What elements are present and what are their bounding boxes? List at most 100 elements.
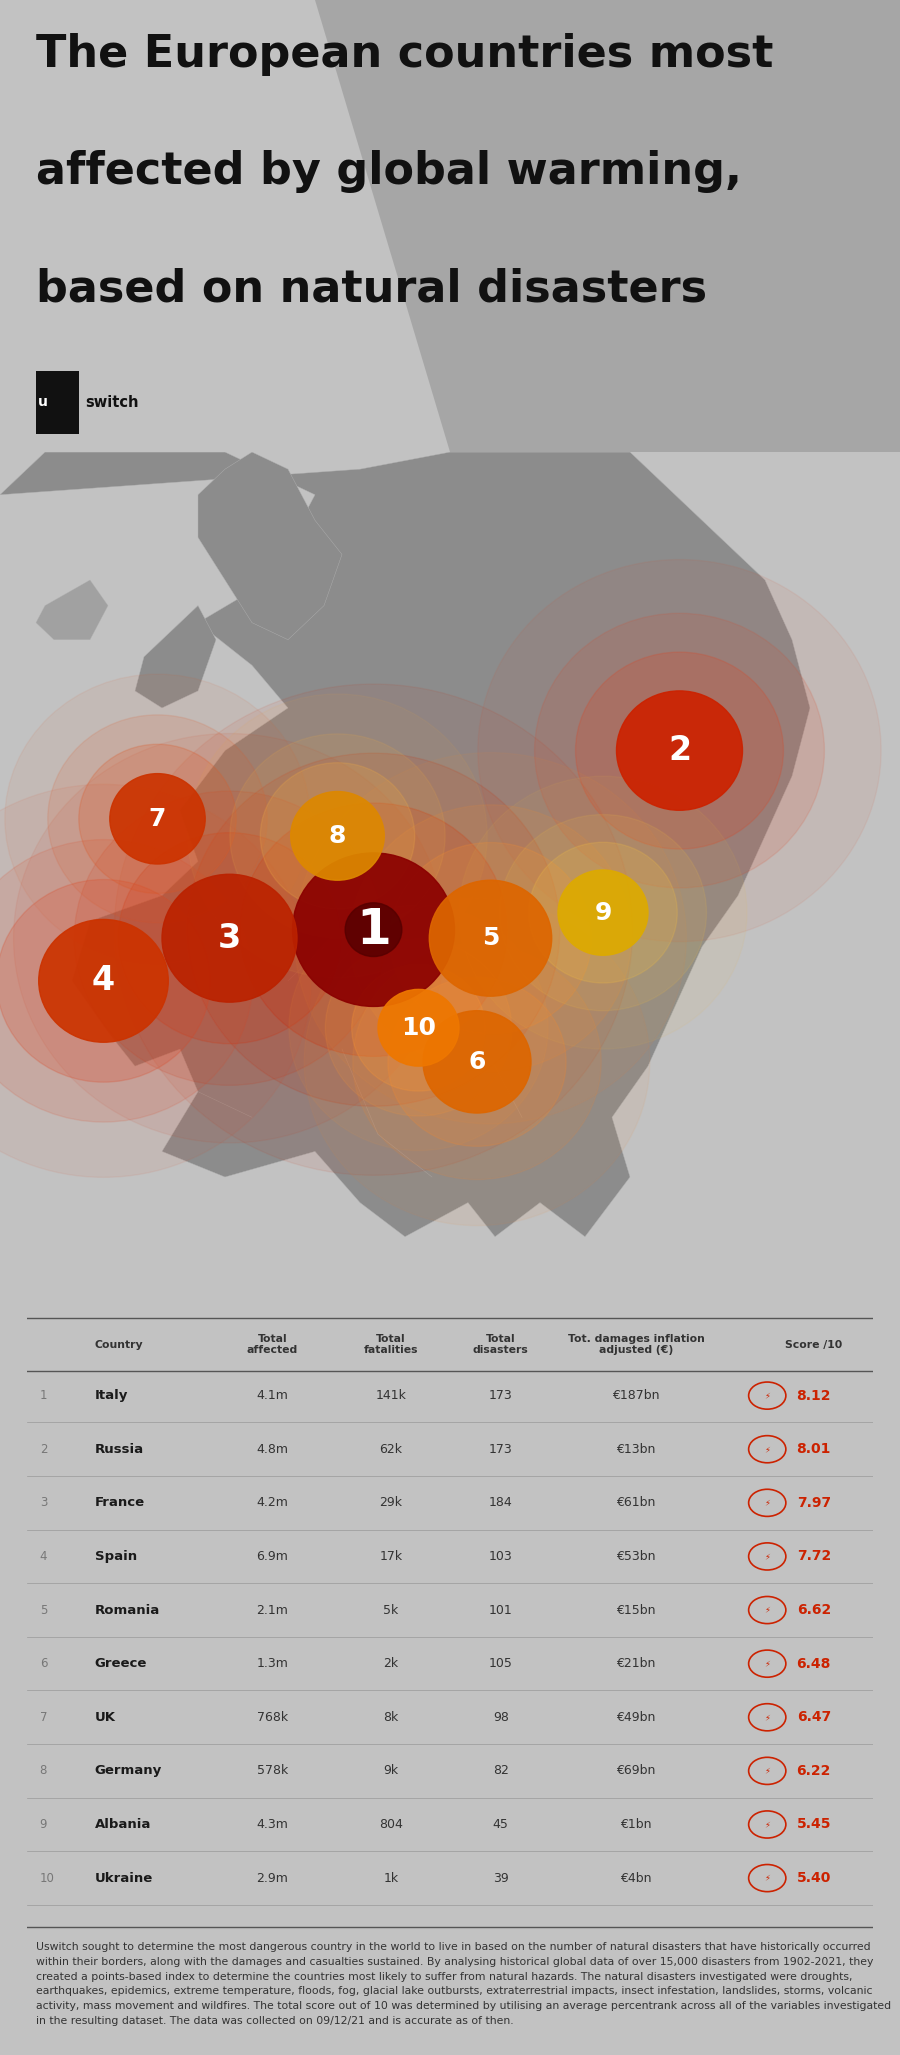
- Text: Greece: Greece: [94, 1656, 147, 1671]
- Text: 39: 39: [493, 1872, 508, 1884]
- Polygon shape: [315, 0, 900, 452]
- Text: 5: 5: [40, 1603, 47, 1617]
- Ellipse shape: [429, 880, 552, 997]
- Text: 1k: 1k: [383, 1872, 399, 1884]
- Text: 4.3m: 4.3m: [256, 1819, 288, 1831]
- Text: ⚡: ⚡: [764, 1767, 770, 1776]
- Text: 2.9m: 2.9m: [256, 1872, 288, 1884]
- Text: 3: 3: [218, 923, 241, 956]
- Ellipse shape: [0, 840, 253, 1122]
- Text: 103: 103: [489, 1549, 513, 1564]
- Text: 6.22: 6.22: [796, 1763, 831, 1778]
- Text: 5.40: 5.40: [796, 1872, 831, 1884]
- Ellipse shape: [162, 873, 297, 1003]
- Ellipse shape: [352, 964, 485, 1091]
- Text: 8k: 8k: [383, 1710, 399, 1724]
- Ellipse shape: [291, 791, 384, 880]
- Text: ⚡: ⚡: [764, 1498, 770, 1506]
- Text: 8: 8: [328, 824, 346, 849]
- Text: 5: 5: [482, 927, 500, 949]
- Text: 2: 2: [668, 734, 691, 767]
- Ellipse shape: [292, 853, 454, 1007]
- Text: 82: 82: [493, 1765, 508, 1778]
- Text: 578k: 578k: [256, 1765, 288, 1778]
- Text: Country: Country: [94, 1340, 143, 1350]
- Text: 6: 6: [468, 1050, 486, 1075]
- Ellipse shape: [478, 559, 881, 941]
- Ellipse shape: [188, 695, 487, 978]
- Text: 8.01: 8.01: [796, 1443, 831, 1457]
- Text: 4.8m: 4.8m: [256, 1443, 288, 1455]
- Ellipse shape: [114, 684, 633, 1175]
- Text: 3: 3: [40, 1496, 47, 1508]
- Text: Romania: Romania: [94, 1603, 160, 1617]
- Text: 4.1m: 4.1m: [256, 1389, 288, 1402]
- Text: 6.62: 6.62: [796, 1603, 831, 1617]
- Text: ⚡: ⚡: [764, 1658, 770, 1669]
- Ellipse shape: [459, 777, 747, 1050]
- Text: €15bn: €15bn: [616, 1603, 656, 1617]
- Polygon shape: [135, 606, 216, 707]
- Text: €49bn: €49bn: [616, 1710, 656, 1724]
- Text: France: France: [94, 1496, 145, 1508]
- Ellipse shape: [74, 791, 385, 1085]
- Ellipse shape: [304, 898, 650, 1225]
- Text: €4bn: €4bn: [620, 1872, 652, 1884]
- Text: Total
disasters: Total disasters: [472, 1334, 528, 1356]
- Ellipse shape: [350, 806, 631, 1071]
- Text: 6.47: 6.47: [796, 1710, 831, 1724]
- Ellipse shape: [0, 880, 211, 1083]
- Text: 804: 804: [379, 1819, 402, 1831]
- Text: Total
fatalities: Total fatalities: [364, 1334, 418, 1356]
- Text: 17k: 17k: [379, 1549, 402, 1564]
- Ellipse shape: [423, 1011, 531, 1114]
- Text: 7.72: 7.72: [796, 1549, 831, 1564]
- Text: €13bn: €13bn: [616, 1443, 656, 1455]
- Ellipse shape: [294, 752, 687, 1124]
- Ellipse shape: [500, 814, 706, 1011]
- Ellipse shape: [388, 978, 566, 1147]
- Text: ⚡: ⚡: [764, 1712, 770, 1722]
- Ellipse shape: [326, 939, 511, 1116]
- Text: 7: 7: [148, 808, 166, 830]
- Ellipse shape: [260, 762, 415, 908]
- Polygon shape: [36, 580, 108, 639]
- Ellipse shape: [616, 690, 742, 810]
- Text: 4: 4: [40, 1549, 47, 1564]
- Text: 5.45: 5.45: [796, 1817, 831, 1831]
- Text: 9k: 9k: [383, 1765, 399, 1778]
- Text: 4: 4: [92, 964, 115, 997]
- Ellipse shape: [353, 943, 601, 1180]
- Text: 173: 173: [489, 1389, 513, 1402]
- Text: €53bn: €53bn: [616, 1549, 656, 1564]
- Text: ⚡: ⚡: [764, 1821, 770, 1829]
- Ellipse shape: [289, 904, 548, 1151]
- Text: Russia: Russia: [94, 1443, 144, 1455]
- Text: Ukraine: Ukraine: [94, 1872, 153, 1884]
- Text: Tot. damages inflation
adjusted (€): Tot. damages inflation adjusted (€): [568, 1334, 705, 1356]
- Text: based on natural disasters: based on natural disasters: [36, 267, 707, 310]
- Ellipse shape: [529, 843, 677, 982]
- Text: 5k: 5k: [383, 1603, 399, 1617]
- Text: 7: 7: [40, 1710, 47, 1724]
- Text: ⚡: ⚡: [764, 1874, 770, 1882]
- Text: Germany: Germany: [94, 1765, 162, 1778]
- Text: 6.48: 6.48: [796, 1656, 831, 1671]
- Text: 184: 184: [489, 1496, 513, 1508]
- Ellipse shape: [558, 869, 648, 956]
- Ellipse shape: [345, 902, 401, 956]
- Text: 10: 10: [401, 1015, 436, 1040]
- Text: affected by global warming,: affected by global warming,: [36, 150, 742, 193]
- Text: Spain: Spain: [94, 1549, 137, 1564]
- Ellipse shape: [118, 832, 341, 1044]
- Polygon shape: [198, 452, 342, 639]
- Text: 8: 8: [40, 1765, 47, 1778]
- FancyBboxPatch shape: [36, 370, 79, 434]
- Text: UK: UK: [94, 1710, 116, 1724]
- Text: ⚡: ⚡: [764, 1605, 770, 1615]
- Text: 2k: 2k: [383, 1656, 399, 1671]
- Text: ⚡: ⚡: [764, 1391, 770, 1399]
- Text: 4.2m: 4.2m: [256, 1496, 288, 1508]
- Text: 45: 45: [493, 1819, 508, 1831]
- Text: 1: 1: [356, 906, 391, 954]
